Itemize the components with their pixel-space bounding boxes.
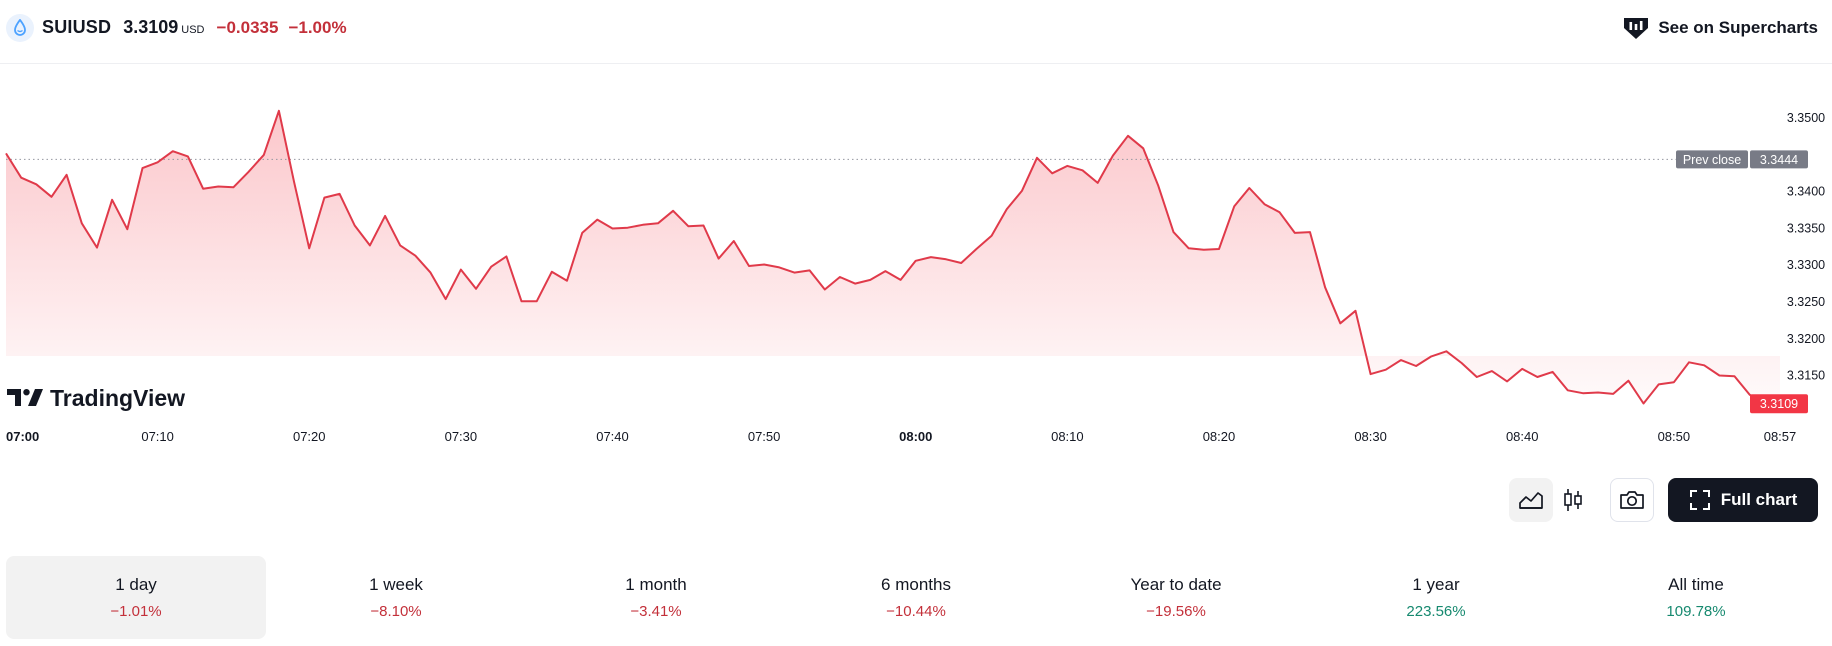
period-tab[interactable]: 1 week −8.10%	[266, 556, 526, 639]
period-tab-label: 1 week	[369, 575, 423, 594]
time-axis-label: 08:00	[899, 429, 932, 444]
see-on-supercharts-link[interactable]: See on Supercharts	[1622, 13, 1818, 43]
time-axis-label: 07:50	[748, 429, 781, 444]
period-tab[interactable]: All time 109.78%	[1566, 556, 1826, 639]
candlestick-icon	[1564, 489, 1582, 511]
symbol-price: 3.3109	[123, 17, 179, 37]
time-axis-label: 07:30	[445, 429, 478, 444]
time-axis-label: 08:30	[1354, 429, 1387, 444]
prev-close-label: Prev close	[1683, 153, 1741, 167]
price-axis-label: 3.3400	[1787, 185, 1825, 199]
chart-toolbar: Full chart	[0, 476, 1832, 526]
last-price-value: 3.3109	[1760, 397, 1798, 411]
symbol-quote: SUIUSD 3.3109 USD −0.0335 −1.00%	[42, 17, 347, 41]
price-axis-label: 3.3350	[1787, 221, 1825, 235]
time-axis-label: 07:10	[141, 429, 174, 444]
period-tab-change: 223.56%	[1406, 603, 1466, 620]
price-axis-label: 3.3300	[1787, 258, 1825, 272]
last-price-badge: 3.3109	[1750, 394, 1808, 414]
full-chart-button[interactable]: Full chart	[1668, 478, 1818, 522]
period-tabs: 1 day −1.01% 1 week −8.10% 1 month −3.41% 6 mo…	[6, 556, 1826, 639]
symbol-currency: USD	[181, 24, 205, 36]
area-chart-icon	[1519, 492, 1543, 509]
tradingview-logo-icon	[7, 389, 43, 406]
price-axis-label: 3.3500	[1787, 111, 1825, 125]
period-tab-label: 6 months	[881, 575, 951, 594]
period-tab-change: 109.78%	[1666, 603, 1726, 620]
price-change: −0.0335	[216, 18, 279, 37]
period-tab-label: 1 day	[115, 575, 157, 594]
tradingview-wordmark: TradingView	[50, 385, 185, 411]
time-axis-label: 08:20	[1203, 429, 1236, 444]
sui-logo-icon	[6, 14, 34, 42]
symbol-header: SUIUSD 3.3109 USD −0.0335 −1.00% See on …	[0, 0, 1832, 64]
snapshot-button[interactable]	[1610, 478, 1654, 522]
period-tab-change: −1.01%	[110, 603, 162, 620]
line-chart-button[interactable]	[1509, 478, 1553, 522]
time-axis-label: 08:10	[1051, 429, 1084, 444]
period-tab-change: −10.44%	[886, 603, 946, 620]
period-tab[interactable]: 6 months −10.44%	[786, 556, 1046, 639]
price-axis-label: 3.3250	[1787, 295, 1825, 309]
period-tab[interactable]: 1 month −3.41%	[526, 556, 786, 639]
tradingview-watermark: TradingView	[7, 385, 185, 411]
time-axis-label: 08:50	[1658, 429, 1691, 444]
price-axis-label: 3.3200	[1787, 332, 1825, 346]
period-tab[interactable]: 1 year 223.56%	[1306, 556, 1566, 639]
fullscreen-icon	[1689, 490, 1710, 510]
full-chart-label: Full chart	[1720, 490, 1798, 509]
time-axis-label: 08:40	[1506, 429, 1539, 444]
time-axis: 07:00 07:10 07:20 07:30 07:40 07:50 08:00 08:10…	[6, 429, 1796, 444]
period-tab-label: 1 month	[625, 575, 687, 594]
symbol-name[interactable]: SUIUSD	[42, 17, 112, 37]
prev-close-value: 3.3444	[1760, 153, 1798, 167]
period-tab-change: −19.56%	[1146, 603, 1206, 620]
prev-close-badge: Prev close 3.3444	[1676, 150, 1808, 169]
period-tab[interactable]: Year to date −19.56%	[1046, 556, 1306, 639]
period-tab-label: 1 year	[1412, 575, 1460, 594]
time-axis-label: 08:57	[1764, 429, 1797, 444]
price-axis-label: 3.3150	[1787, 369, 1825, 383]
period-tab-change: −3.41%	[630, 603, 682, 620]
time-axis-label: 07:40	[596, 429, 629, 444]
time-axis-label: 07:00	[6, 429, 39, 444]
time-axis-label: 07:20	[293, 429, 326, 444]
camera-icon	[1620, 491, 1644, 509]
price-chart[interactable]: 3.3500 3.3400 3.3350 3.3300 3.3250 3.3200 3.31…	[0, 64, 1832, 464]
price-change-percent: −1.00%	[288, 18, 347, 37]
price-axis: 3.3500 3.3400 3.3350 3.3300 3.3250 3.3200 3.31…	[1787, 111, 1825, 382]
see-on-supercharts-label: See on Supercharts	[1658, 18, 1818, 37]
price-series-line	[5, 109, 1781, 407]
period-tab-label: Year to date	[1130, 575, 1222, 594]
period-tab[interactable]: 1 day −1.01%	[6, 556, 266, 639]
period-tab-label: All time	[1668, 575, 1724, 594]
supercharts-icon	[1624, 18, 1649, 39]
period-tab-change: −8.10%	[370, 603, 422, 620]
candles-chart-button[interactable]	[1551, 478, 1595, 522]
price-area-fill	[6, 110, 1780, 406]
